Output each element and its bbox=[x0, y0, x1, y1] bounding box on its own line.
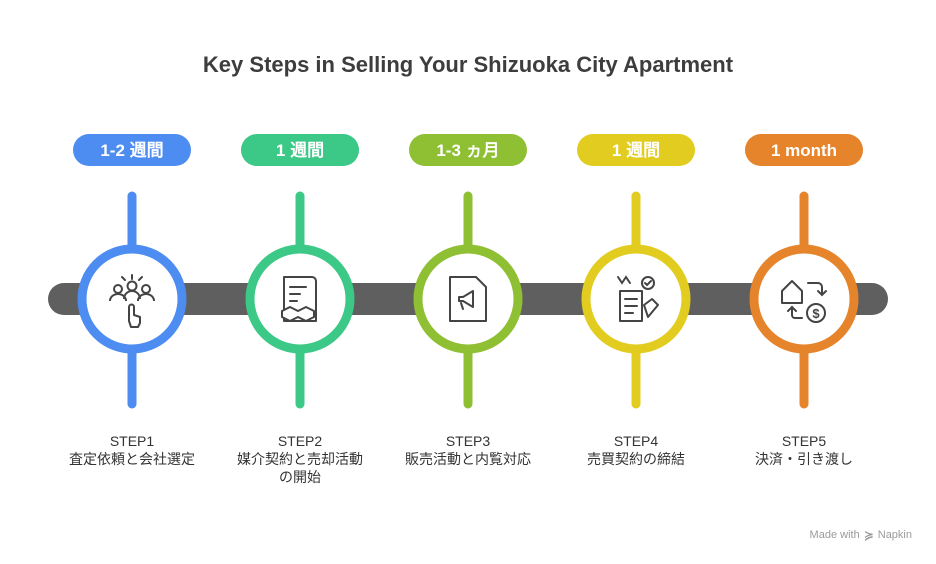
duration-pill bbox=[73, 134, 191, 166]
step-description: 売買契約の締結 bbox=[587, 451, 685, 467]
step-description: 決済・引き渡し bbox=[755, 451, 853, 467]
napkin-brand-text: Napkin bbox=[877, 529, 912, 541]
step-number: STEP2 bbox=[277, 433, 323, 449]
duration-label: 1-3 ヵ月 bbox=[436, 141, 499, 160]
svg-text:$: $ bbox=[812, 306, 820, 321]
step-description: 販売活動と内覧対応 bbox=[405, 451, 531, 467]
step-description: 媒介契約と売却活動 bbox=[237, 451, 363, 467]
page-title: Key Steps in Selling Your Shizuoka City … bbox=[202, 52, 734, 77]
megaphone-document-icon bbox=[449, 276, 487, 322]
step-label-3: STEP3 販売活動と内覧対応 bbox=[383, 432, 553, 468]
duration-pill bbox=[409, 134, 527, 166]
step-label-2: STEP2 媒介契約と売却活動 の開始 bbox=[215, 432, 385, 486]
people-pointer-icon bbox=[109, 274, 155, 328]
step-number: STEP3 bbox=[445, 433, 491, 449]
duration-label: 1 週間 bbox=[276, 141, 324, 160]
step-label-1: STEP1 査定依頼と会社選定 bbox=[47, 432, 217, 468]
duration-pill bbox=[745, 134, 863, 166]
duration-pill bbox=[241, 134, 359, 166]
timeline-step-4: 1 週間 bbox=[577, 134, 695, 409]
signing-document-icon bbox=[617, 275, 659, 322]
step-ring bbox=[749, 244, 859, 354]
duration-label: 1 週間 bbox=[612, 141, 660, 160]
step-label-4: STEP4 売買契約の締結 bbox=[551, 432, 721, 468]
duration-label: 1 month bbox=[771, 141, 837, 160]
contract-handshake-icon bbox=[281, 276, 317, 322]
timeline-step-3: 1-3 ヵ月 bbox=[409, 134, 527, 409]
timeline-step-2: 1 週間 bbox=[241, 134, 359, 409]
step-description: の開始 bbox=[279, 469, 321, 485]
duration-label: 1-2 週間 bbox=[100, 141, 163, 160]
step-number: STEP5 bbox=[781, 433, 827, 449]
step-label-5: STEP5 決済・引き渡し bbox=[719, 432, 889, 468]
house-exchange-money-icon: $ bbox=[781, 280, 827, 323]
step-number: STEP1 bbox=[109, 433, 155, 449]
napkin-logo-icon: ≽ bbox=[863, 528, 874, 542]
timeline-step-5: $1 month bbox=[745, 134, 863, 409]
step-ring bbox=[77, 244, 187, 354]
step-description: 査定依頼と会社選定 bbox=[69, 451, 195, 467]
step-ring bbox=[413, 244, 523, 354]
step-number: STEP4 bbox=[613, 433, 659, 449]
duration-pill bbox=[577, 134, 695, 166]
footer-credit: Made with ≽ Napkin bbox=[810, 528, 912, 542]
made-with-text: Made with bbox=[809, 529, 860, 541]
timeline-step-1: 1-2 週間 bbox=[73, 134, 191, 409]
step-ring bbox=[245, 244, 355, 354]
